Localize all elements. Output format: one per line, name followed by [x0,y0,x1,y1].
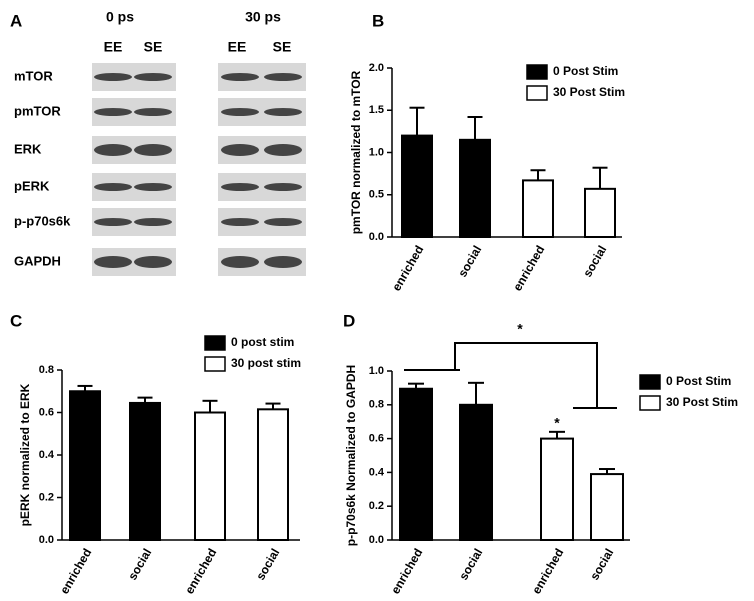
x-tick-label: enriched [57,546,94,596]
blot-band [264,144,302,156]
legend-label: 30 Post Stim [553,85,625,99]
blot-band [264,108,302,116]
annotation: * [517,321,523,337]
y-tick-label: 0.2 [369,500,384,512]
blot-band [94,256,132,268]
bar [194,411,226,541]
y-axis-label: pmTOR normalized to mTOR [349,70,363,234]
blot-band [221,218,259,226]
x-tick-label: enriched [388,546,425,596]
x-tick-label: enriched [510,243,547,293]
bar [459,403,493,541]
bar [401,134,433,239]
panel-label: C [10,311,22,330]
bar [540,437,574,542]
blot-row-label: ERK [14,141,42,156]
blot-band [134,144,172,156]
legend-swatch [639,395,661,411]
lane-label: EE [104,39,123,55]
blot-band [134,218,172,226]
blot-row-label: pERK [14,178,50,193]
bar [129,401,161,541]
bar [257,408,289,541]
blot-band [94,73,132,81]
timepoint: 0 ps [106,9,134,25]
x-tick-label: enriched [529,546,566,596]
bar [584,187,616,239]
legend-label: 0 post stim [231,335,294,349]
y-tick-label: 0.4 [39,449,55,461]
timepoint: 30 ps [245,9,281,25]
blot-row-label: p-p70s6k [14,213,71,228]
legend-label: 30 post stim [231,356,301,370]
x-tick-label: social [253,546,282,582]
blot-band [264,73,302,81]
y-tick-label: 0.4 [369,466,385,478]
blot-band [94,218,132,226]
bar [522,179,554,238]
x-tick-label: enriched [389,243,426,293]
legend-swatch [639,374,661,390]
blot-band [94,144,132,156]
significance-bracket [404,342,617,409]
panel-label: A [10,11,22,30]
y-tick-label: 0.6 [369,433,384,445]
blot-row-label: mTOR [14,68,53,83]
blot-row-label: pmTOR [14,103,61,118]
y-tick-label: 0.5 [369,189,384,201]
y-tick-label: 1.0 [369,146,384,158]
y-tick-label: 0.0 [39,534,54,546]
blot-band [94,183,132,191]
y-tick-label: 0.6 [39,406,54,418]
blot-band [221,183,259,191]
legend-swatch [526,85,548,101]
blot-band [134,108,172,116]
blot-band [94,108,132,116]
blot-band [134,256,172,268]
x-tick-label: social [587,546,616,582]
y-tick-label: 1.5 [369,104,384,116]
panel-label: B [372,11,384,30]
blot-band [264,218,302,226]
blot-band [134,183,172,191]
x-tick-label: social [456,546,485,582]
y-tick-label: 0.8 [39,364,54,376]
lane-label: SE [273,39,292,55]
y-tick-label: 0.0 [369,534,384,546]
legend-label: 0 Post Stim [666,374,731,388]
x-tick-label: enriched [182,546,219,596]
x-tick-label: social [580,243,609,279]
legend-label: 0 Post Stim [553,64,618,78]
legend-label: 30 Post Stim [666,395,738,409]
blot-band [221,256,259,268]
blot-band [221,73,259,81]
bar [399,387,433,541]
y-tick-label: 0.2 [39,491,54,503]
y-tick-label: 0.0 [369,231,384,243]
y-tick-label: 1.0 [369,365,384,377]
blot-band [221,144,259,156]
legend-swatch [526,64,548,80]
blot-band [264,183,302,191]
panel-label: D [343,311,355,330]
legend-swatch [204,356,226,372]
y-axis-label: p-p70s6k Normalized to GAPDH [344,365,358,546]
blot-band [264,256,302,268]
lane-label: SE [144,39,163,55]
bar [459,138,491,238]
x-tick-label: social [125,546,154,582]
y-tick-label: 2.0 [369,62,384,74]
blot-row-label: GAPDH [14,253,61,268]
y-tick-label: 0.8 [369,399,384,411]
annotation: * [554,415,560,431]
bar [590,473,624,541]
bar [69,390,101,541]
blot-band [134,73,172,81]
lane-label: EE [228,39,247,55]
y-axis-label: pERK normalized to ERK [18,383,32,526]
x-tick-label: social [455,243,484,279]
blot-band [221,108,259,116]
legend-swatch [204,335,226,351]
